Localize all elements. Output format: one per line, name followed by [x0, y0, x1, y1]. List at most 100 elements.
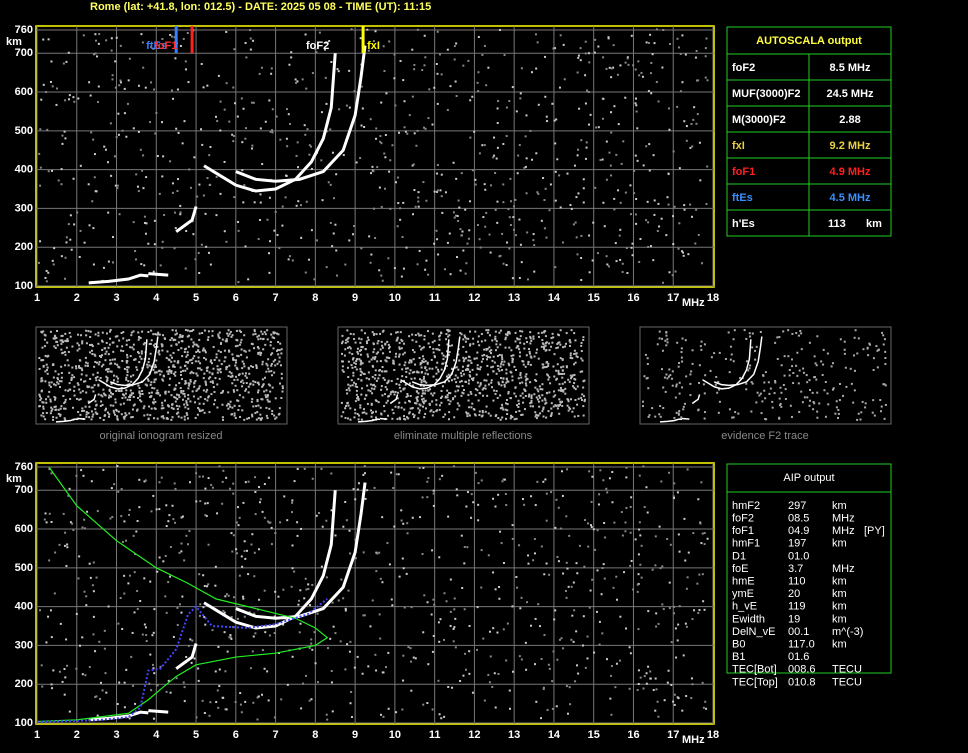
noise-dot	[313, 278, 316, 281]
noise-dot	[680, 416, 683, 419]
noise-dot	[634, 213, 637, 216]
noise-dot	[654, 564, 657, 567]
noise-dot	[857, 337, 860, 340]
noise-dot	[225, 338, 228, 341]
noise-dot	[566, 404, 569, 407]
noise-dot	[398, 355, 401, 358]
noise-dot	[507, 392, 510, 395]
noise-dot	[642, 687, 645, 690]
noise-dot	[114, 401, 117, 404]
noise-dot	[81, 390, 84, 393]
noise-dot	[153, 243, 156, 246]
noise-dot	[95, 379, 98, 382]
noise-dot	[132, 330, 135, 333]
noise-dot	[456, 215, 459, 218]
noise-dot	[211, 380, 214, 383]
noise-dot	[860, 411, 863, 414]
noise-dot	[76, 211, 79, 214]
noise-dot	[246, 549, 249, 552]
noise-dot	[120, 515, 123, 518]
noise-dot	[445, 364, 448, 367]
noise-dot	[839, 338, 842, 341]
noise-dot	[705, 203, 708, 206]
noise-dot	[289, 122, 292, 125]
noise-dot	[426, 362, 429, 365]
noise-dot	[418, 249, 421, 252]
noise-dot	[182, 390, 185, 393]
noise-dot	[367, 371, 370, 374]
noise-dot	[668, 42, 671, 45]
noise-dot	[680, 356, 683, 359]
noise-dot	[695, 79, 698, 82]
aip-cell: MHz	[832, 513, 855, 525]
noise-dot	[361, 387, 364, 390]
noise-dot	[63, 407, 66, 410]
noise-dot	[154, 364, 157, 367]
noise-dot	[409, 407, 412, 410]
noise-dot	[132, 221, 135, 224]
noise-dot	[577, 397, 580, 400]
noise-dot	[455, 488, 458, 491]
noise-dot	[99, 376, 102, 379]
noise-dot	[148, 343, 151, 346]
noise-dot	[557, 404, 560, 407]
noise-dot	[420, 381, 423, 384]
noise-dot	[256, 411, 259, 414]
noise-dot	[244, 374, 247, 377]
noise-dot	[344, 416, 347, 419]
noise-dot	[187, 397, 190, 400]
noise-dot	[494, 335, 497, 338]
noise-dot	[800, 332, 803, 335]
noise-dot	[51, 687, 54, 690]
noise-dot	[564, 392, 567, 395]
noise-dot	[271, 410, 274, 413]
noise-dot	[492, 399, 495, 402]
noise-dot	[252, 701, 255, 704]
noise-dot	[186, 417, 189, 420]
noise-dot	[573, 352, 576, 355]
noise-dot	[453, 378, 456, 381]
noise-dot	[233, 390, 236, 393]
noise-dot	[654, 415, 657, 418]
noise-dot	[64, 339, 67, 342]
noise-dot	[668, 581, 671, 584]
noise-dot	[655, 81, 658, 84]
noise-dot	[144, 232, 147, 235]
noise-dot	[165, 525, 168, 528]
noise-dot	[479, 368, 482, 371]
noise-dot	[176, 408, 179, 411]
noise-dot	[198, 475, 201, 478]
noise-dot	[136, 185, 139, 188]
noise-dot	[122, 350, 125, 353]
noise-dot	[685, 125, 688, 128]
noise-dot	[402, 342, 405, 345]
noise-dot	[606, 491, 609, 494]
aip-cell: 110	[788, 576, 806, 588]
noise-dot	[396, 391, 399, 394]
noise-dot	[640, 544, 643, 547]
noise-dot	[516, 586, 519, 589]
noise-dot	[589, 113, 592, 116]
noise-dot	[553, 119, 556, 122]
noise-dot	[44, 380, 47, 383]
noise-dot	[659, 567, 662, 570]
noise-dot	[117, 112, 120, 115]
noise-dot	[513, 205, 516, 208]
noise-dot	[534, 33, 537, 36]
noise-dot	[457, 353, 460, 356]
noise-dot	[239, 415, 242, 418]
noise-dot	[127, 380, 130, 383]
noise-dot	[41, 331, 44, 334]
noise-dot	[411, 339, 414, 342]
noise-dot	[884, 403, 887, 406]
noise-dot	[852, 401, 855, 404]
noise-dot	[534, 378, 537, 381]
noise-dot	[114, 86, 117, 89]
noise-dot	[676, 105, 679, 108]
noise-dot	[405, 370, 408, 373]
noise-dot	[643, 506, 646, 509]
noise-dot	[394, 104, 397, 107]
noise-dot	[142, 187, 145, 190]
noise-dot	[569, 407, 572, 410]
noise-dot	[348, 106, 351, 109]
